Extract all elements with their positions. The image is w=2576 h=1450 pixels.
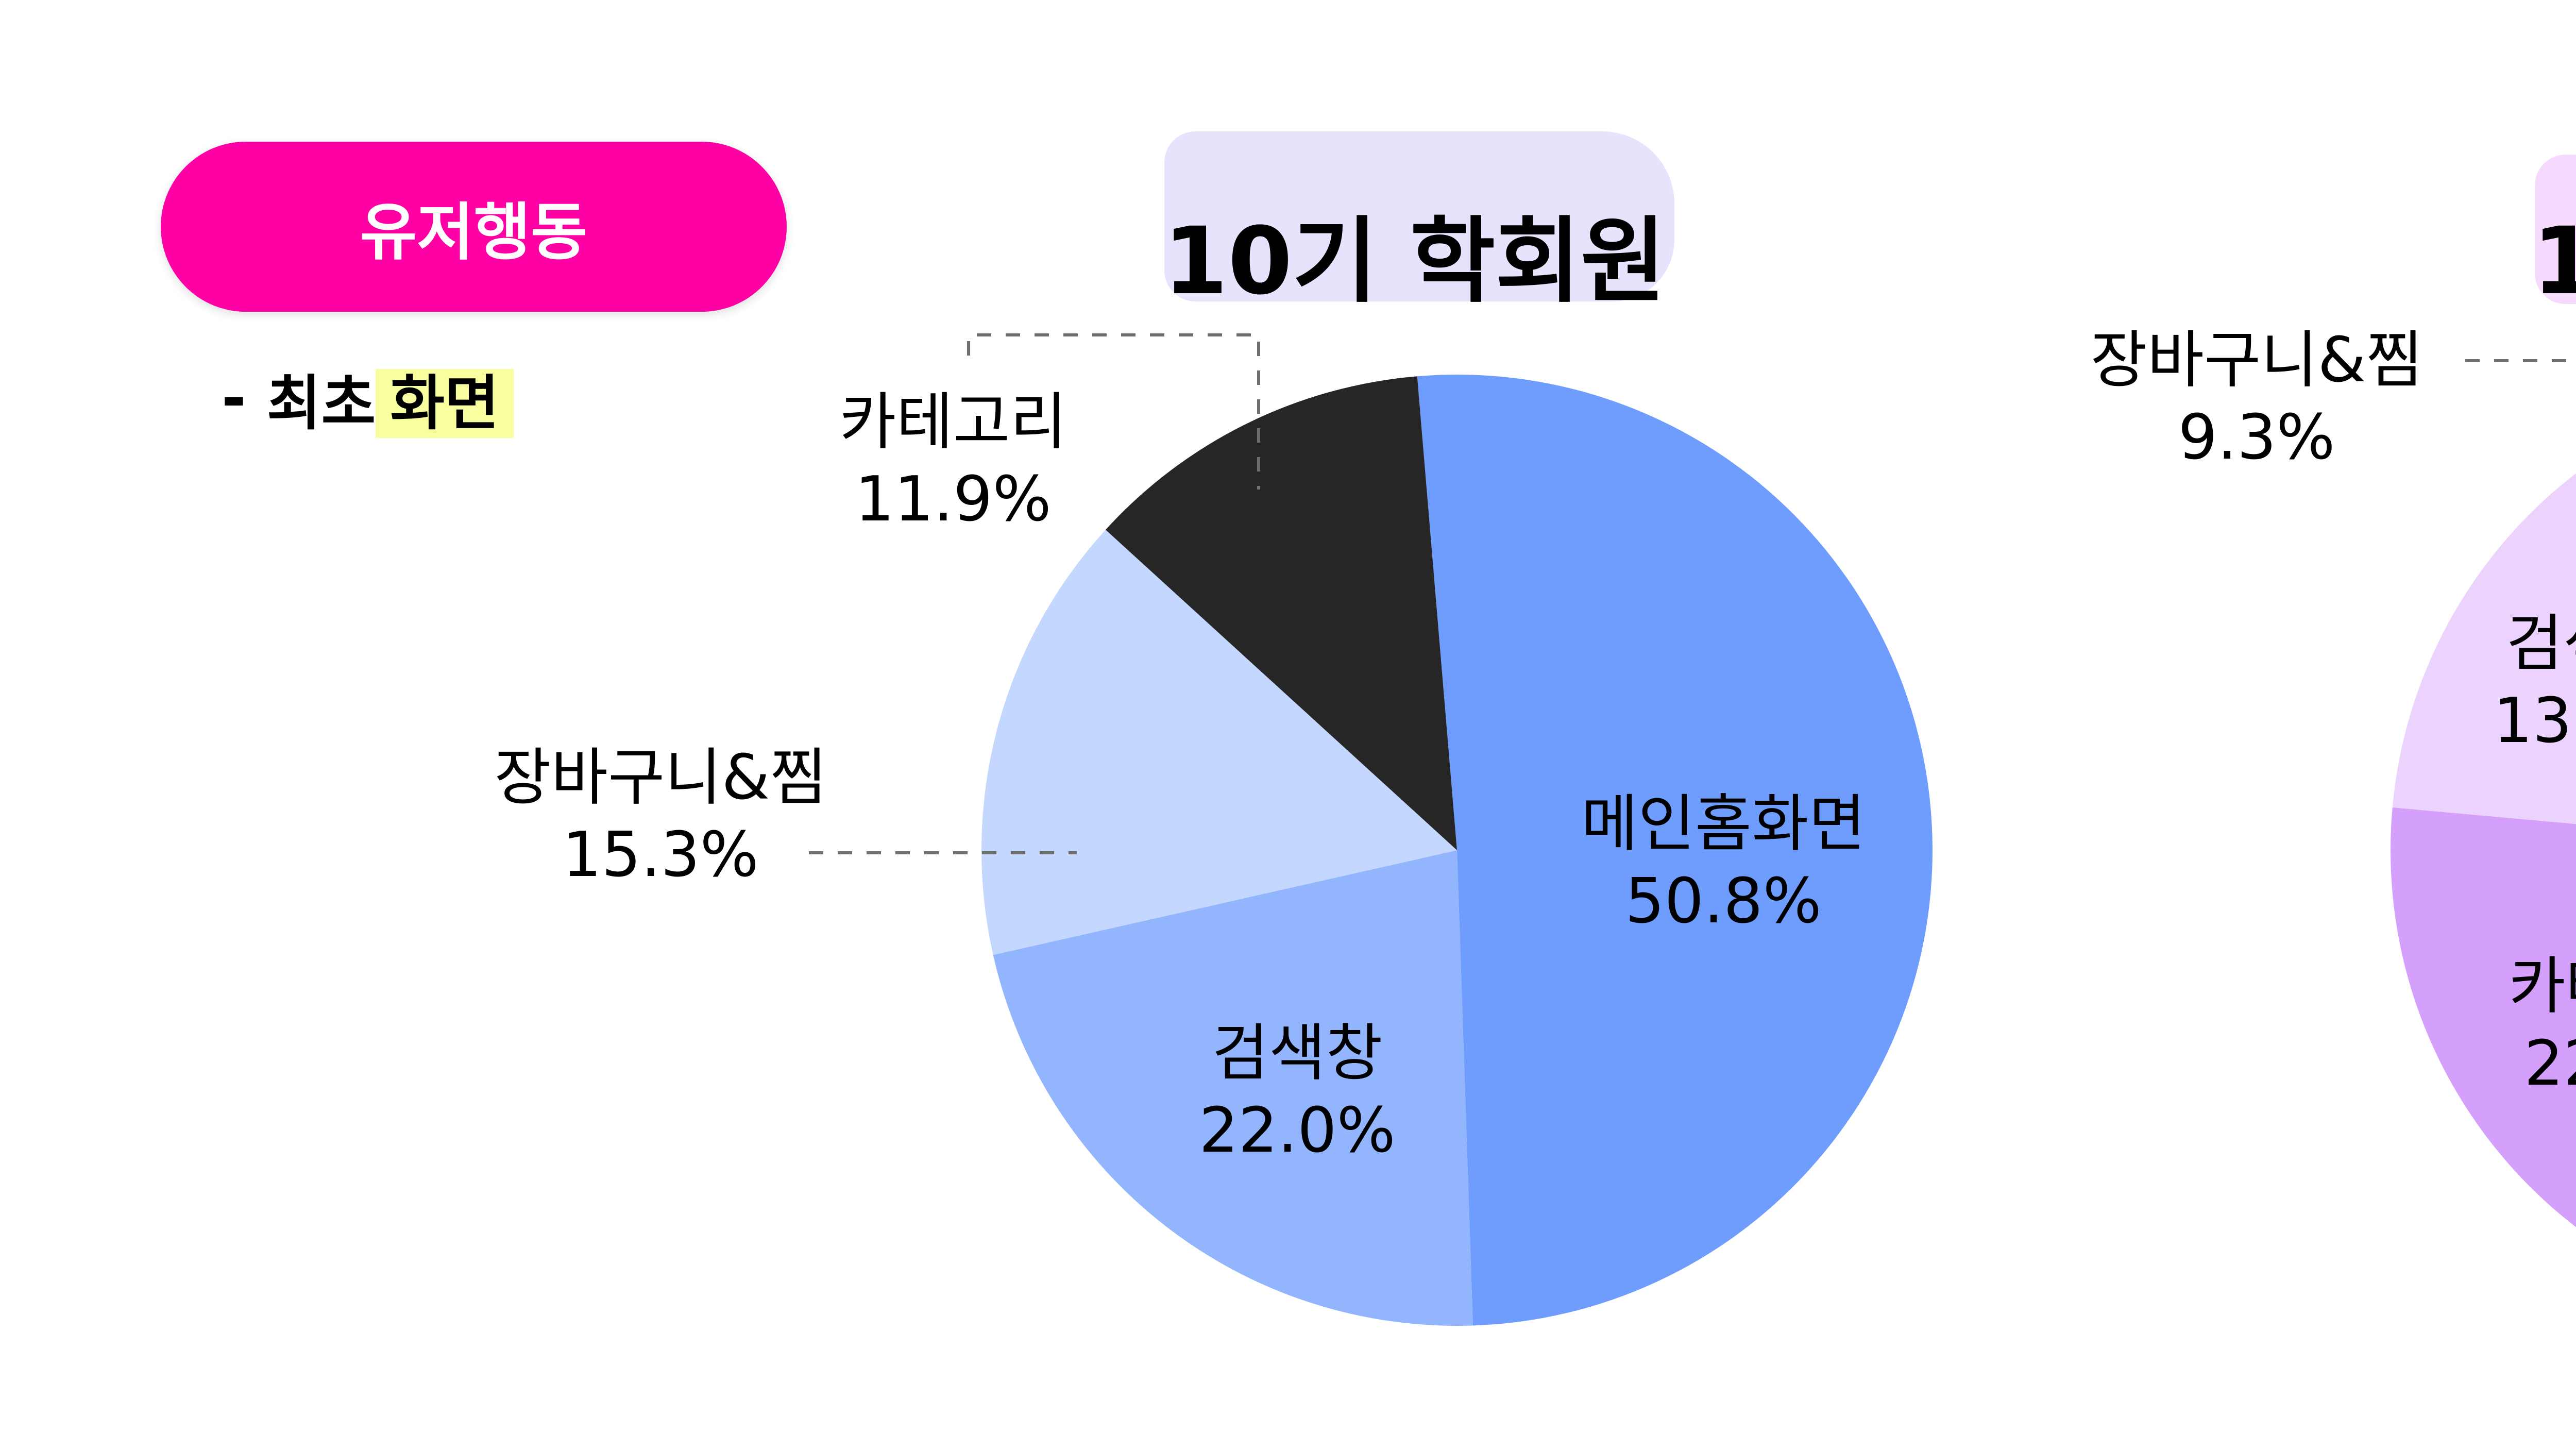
label-10-category: 카테고리 11.9% — [839, 386, 1067, 535]
label-10-main: 메인홈화면 50.8% — [1581, 788, 1866, 937]
label-11-search: 검색창13.3% — [2493, 608, 2576, 757]
pie-slice — [981, 530, 1457, 955]
title-highlight-10 — [1164, 131, 1674, 301]
pie-slice — [993, 850, 1473, 1326]
label-10-search: 검색창 22.0% — [1199, 1018, 1395, 1167]
chart-title-11: 11기 학회원 — [2532, 208, 2576, 315]
label-11-cart: 장바구니&찜 9.3% — [2090, 325, 2423, 474]
badge-label: 유저행동 — [360, 197, 588, 268]
label-10-cart: 장바구니&찜 15.3% — [494, 742, 827, 891]
pie-10 — [981, 375, 1933, 1326]
leader-lines — [809, 333, 2576, 854]
title-highlight-11 — [2535, 155, 2576, 304]
pie-slice — [1417, 375, 1933, 1326]
pie-slice — [1105, 376, 1457, 850]
chart-title-10: 10기 학회원 — [1163, 208, 1666, 315]
label-11-category: 카테고리22.0% — [2509, 951, 2576, 1100]
bullet: - — [222, 364, 246, 433]
user-behavior-badge: 유저행동 — [161, 142, 787, 312]
pie-slice — [2392, 473, 2576, 824]
subtitle-highlight: 화면 — [376, 369, 514, 438]
pie-11 — [2391, 473, 2576, 1227]
subtitle-plain: 최초 — [266, 369, 376, 438]
subtitle: - 최초 화면 — [222, 356, 514, 441]
pie-slice — [2391, 807, 2576, 1227]
